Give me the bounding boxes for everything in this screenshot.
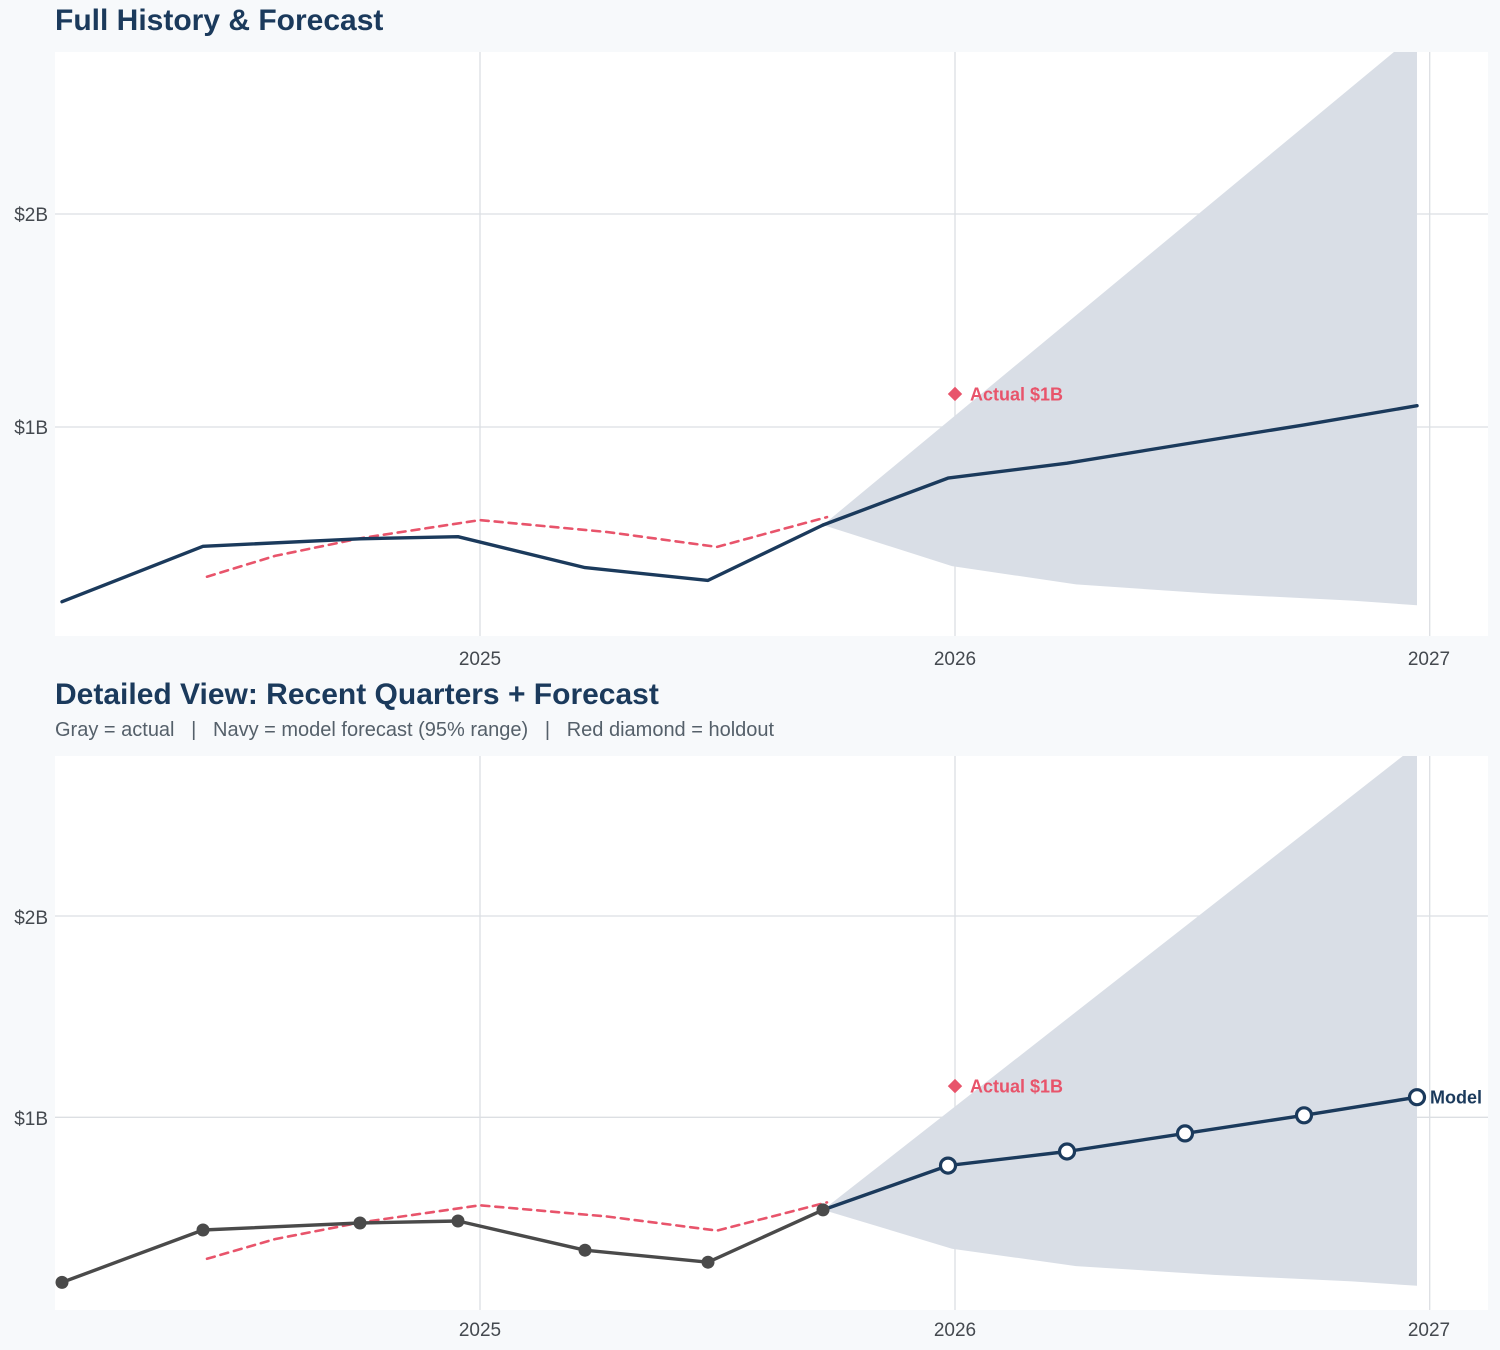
svg-text:Model: Model	[1430, 1088, 1482, 1108]
svg-text:Actual $1B: Actual $1B	[970, 1077, 1063, 1097]
svg-text:Actual $1B: Actual $1B	[970, 385, 1063, 405]
